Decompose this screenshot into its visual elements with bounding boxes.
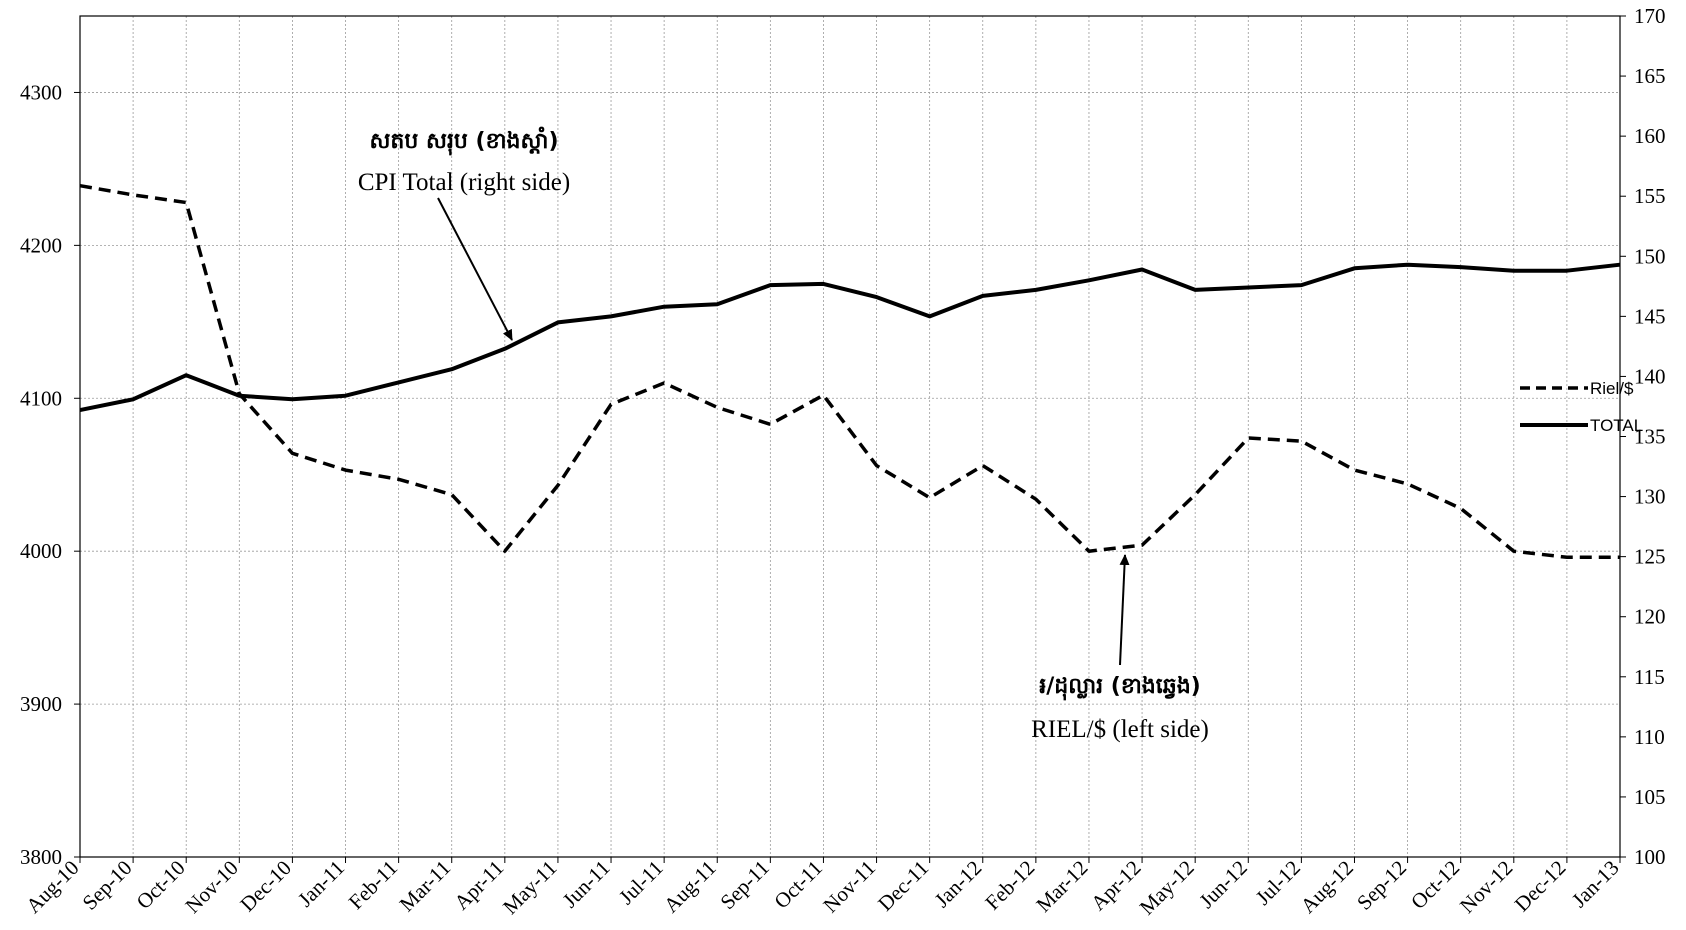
x-tick-label: Aug-11 [659,856,721,918]
x-tick-label: Nov-12 [1455,856,1517,918]
x-tick-label: Apr-11 [449,856,508,915]
series-line-riel [79,183,1620,560]
series-line-total [79,262,1621,413]
right-tick-label: 110 [1634,725,1665,749]
right-tick-label: 120 [1634,605,1666,629]
x-tick-label: Jun-12 [1194,856,1251,913]
x-tick-label: Jun-11 [558,856,615,913]
right-tick-label: 130 [1634,485,1666,509]
right-tick-label: 150 [1634,244,1666,268]
x-tick-label: Mar-11 [395,856,456,917]
right-axis: 100 105 110 115 120 125 130 135 140 145 150 155 160 1… [1620,4,1666,869]
x-tick-label: Feb-12 [980,856,1039,915]
annotation-cpi: សតប សរុប (ខាងស្តាំ) CPI Total (right sid… [358,126,570,341]
left-tick-label: 3900 [20,692,62,716]
legend-label-total: TOTAL [1590,416,1643,435]
x-tick-label: Mar-12 [1031,856,1092,917]
right-tick-label: 155 [1634,184,1666,208]
left-tick-label: 4300 [20,80,62,104]
right-tick-label: 170 [1634,4,1666,28]
x-tick-label: Dec-12 [1510,856,1571,917]
x-axis: Aug-10Sep-10Oct-10Nov-10Dec-10Jan-11Feb-… [21,856,1623,920]
annotation-cpi-arrow [437,197,513,341]
x-tick-label: Oct-12 [1406,856,1464,914]
right-tick-label: 165 [1634,64,1666,88]
x-tick-label: Feb-11 [344,856,402,914]
left-axis: 3800 3900 4000 4100 4200 4300 [20,80,80,869]
right-tick-label: 135 [1634,425,1666,449]
x-tick-label: Nov-10 [180,856,242,918]
legend: Riel/$ TOTAL [1520,379,1643,435]
x-tick-label: Dec-11 [873,856,933,916]
plot-area [79,15,1621,858]
annotation-riel-english: RIEL/$ (left side) [1031,716,1209,743]
gridlines [80,16,1620,857]
x-tick-label: Oct-11 [769,856,827,914]
right-tick-label: 145 [1634,304,1666,328]
annotation-cpi-khmer: សតប សរុប (ខាងស្តាំ) [369,126,558,156]
left-tick-label: 4000 [20,539,62,563]
right-tick-label: 160 [1634,124,1666,148]
annotation-riel: ៛/ដុល្លារ (ខាងឆ្វេង) RIEL/$ (left side) [1031,554,1209,743]
x-tick-label: May-12 [1135,856,1199,920]
annotation-riel-arrow [1119,554,1130,666]
x-tick-label: Jan-12 [930,856,987,913]
right-tick-label: 140 [1634,364,1666,388]
x-tick-label: Sep-11 [715,856,773,914]
x-tick-label: Sep-12 [1352,856,1411,915]
right-tick-label: 105 [1634,785,1666,809]
right-tick-label: 115 [1634,665,1665,689]
series [79,183,1621,560]
left-tick-label: 4100 [20,386,62,410]
x-tick-label: Oct-10 [132,856,190,914]
left-tick-label: 3800 [20,845,62,869]
x-tick-label: May-11 [498,856,561,919]
legend-label-riel: Riel/$ [1590,379,1634,398]
x-tick-label: Jan-13 [1567,856,1624,913]
x-tick-label: Dec-10 [235,856,296,917]
x-tick-label: Apr-12 [1086,856,1146,916]
annotation-cpi-english: CPI Total (right side) [358,169,570,196]
right-tick-label: 100 [1634,845,1666,869]
x-tick-label: Nov-11 [818,856,880,918]
left-tick-label: 4200 [20,233,62,257]
annotation-riel-khmer: ៛/ដុល្លារ (ខាងឆ្វេង) [1039,674,1201,701]
x-tick-label: Sep-10 [78,856,137,915]
right-tick-label: 125 [1634,545,1666,569]
x-tick-label: Aug-12 [1296,856,1358,918]
x-tick-label: Jan-11 [293,856,349,912]
